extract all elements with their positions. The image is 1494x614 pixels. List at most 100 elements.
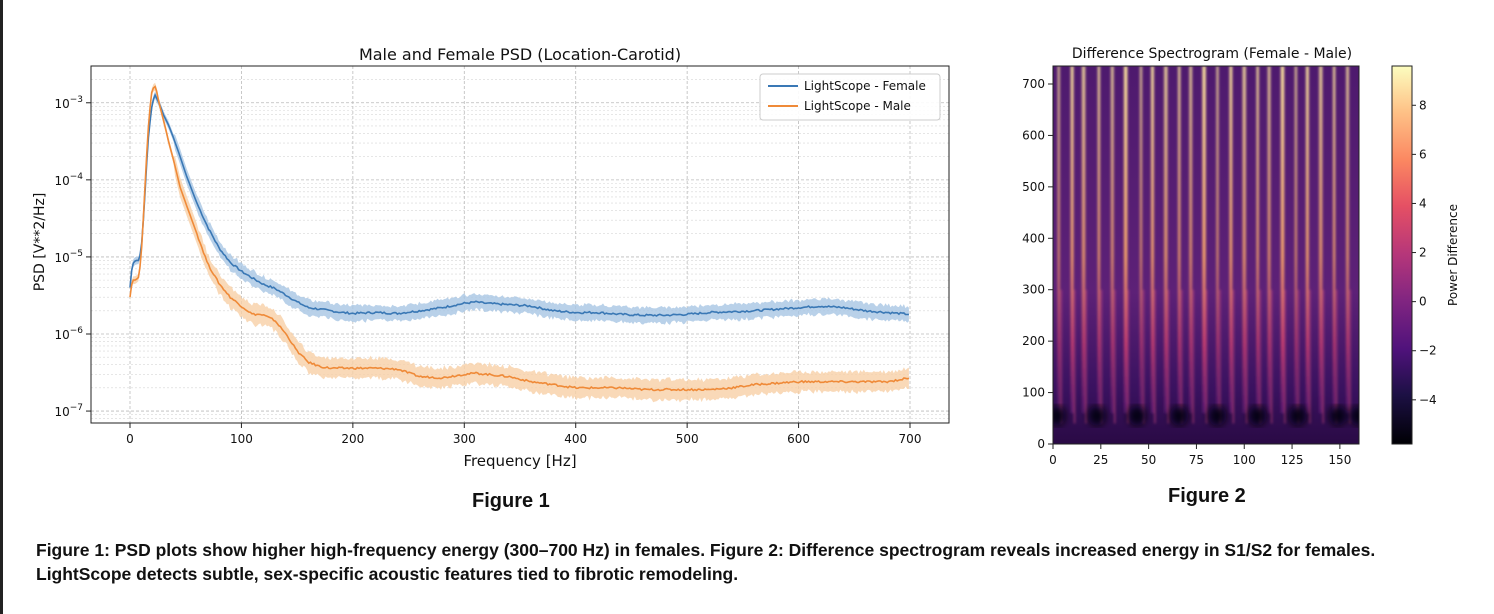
psd-axes-frame xyxy=(90,65,950,424)
figure-caption: Figure 1: PSD plots show higher high-fre… xyxy=(36,540,1376,584)
colorbar-tick-label: 6 xyxy=(1419,147,1427,161)
spectrogram-x-tick-label: 50 xyxy=(1141,453,1156,467)
spectrogram-stripe xyxy=(1319,66,1323,414)
spectrogram-substripe xyxy=(1284,289,1286,424)
spectrogram-dark-spot xyxy=(1248,405,1267,426)
spectrogram-stripe xyxy=(1178,66,1181,414)
psd-legend: LightScope - Female LightScope - Male xyxy=(759,73,941,121)
spectrogram-dark-spot xyxy=(1053,405,1066,426)
psd-y-tick-label: 10−3 xyxy=(54,95,83,111)
spectrogram-substripe xyxy=(1060,289,1063,424)
colorbar-tick-label: −2 xyxy=(1419,344,1437,358)
spectrogram-dark-spot xyxy=(1087,405,1106,426)
spectrogram-substripe xyxy=(1349,289,1351,424)
psd-line-female xyxy=(129,93,909,317)
spectrogram-substripe xyxy=(1073,289,1076,424)
psd-y-tick-label: 10−5 xyxy=(54,249,83,265)
figure-2-label: Figure 2 xyxy=(1168,485,1246,507)
figure-1-label: Figure 1 xyxy=(472,490,550,512)
psd-x-tick-label: 500 xyxy=(676,432,699,446)
spectrogram-substripe xyxy=(1297,289,1300,424)
spectrogram-x-tick-label: 100 xyxy=(1233,453,1256,467)
spectrogram-chart: Difference Spectrogram (Female - Male) 0… xyxy=(1022,46,1460,467)
spectrogram-stripe xyxy=(1110,66,1114,414)
psd-y-ticks: 10−7 10−6 10−5 10−4 10−3 xyxy=(54,95,91,419)
spectrogram-stripe xyxy=(1242,66,1246,414)
spectrogram-x-tick-label: 25 xyxy=(1093,453,1108,467)
left-border xyxy=(0,0,3,614)
spectrogram-substripe xyxy=(1167,289,1170,424)
spectrogram-substripe xyxy=(1322,289,1325,424)
psd-confidence-bands xyxy=(130,82,909,403)
colorbar-tick-label: 8 xyxy=(1419,98,1427,112)
spectrogram-stripe xyxy=(1081,66,1086,414)
psd-chart: Male and Female PSD (Location-Carotid) 0… xyxy=(32,45,950,470)
psd-y-tick-label: 10−4 xyxy=(54,172,83,188)
spectrogram-dark-spot xyxy=(1328,405,1347,426)
colorbar-ticks: −4 −2 0 2 4 6 8 xyxy=(1412,98,1437,407)
psd-band-male xyxy=(130,82,909,403)
spectrogram-y-ticks: 0 100 200 300 400 500 600 700 xyxy=(1022,77,1053,451)
spectrogram-x-tick-label: 75 xyxy=(1189,453,1204,467)
psd-x-axis-label: Frequency [Hz] xyxy=(463,452,576,470)
spectrogram-substripe xyxy=(1142,289,1145,424)
spectrogram-substripe xyxy=(1100,289,1103,424)
psd-chart-title: Male and Female PSD (Location-Carotid) xyxy=(359,45,681,64)
spectrogram-dark-spots xyxy=(1053,405,1359,426)
spectrogram-substripe xyxy=(1245,289,1248,424)
spectrogram-stripe xyxy=(1097,66,1100,414)
spectrogram-stripe xyxy=(1057,66,1060,414)
spectrogram-substripe xyxy=(1259,289,1261,424)
legend-male-label: LightScope - Male xyxy=(804,99,911,113)
spectrogram-y-tick-label: 400 xyxy=(1022,231,1045,245)
colorbar-tick-label: 4 xyxy=(1419,196,1427,210)
colorbar-tick-label: 0 xyxy=(1419,295,1427,309)
spectrogram-title: Difference Spectrogram (Female - Male) xyxy=(1072,46,1352,62)
psd-x-tick-label: 600 xyxy=(787,432,810,446)
psd-x-tick-label: 400 xyxy=(564,432,587,446)
spectrogram-substripe xyxy=(1270,289,1273,424)
spectrogram-substripe xyxy=(1085,289,1087,424)
psd-y-tick-label: 10−7 xyxy=(54,403,83,419)
colorbar-tick-label: −4 xyxy=(1419,393,1437,407)
spectrogram-stripe xyxy=(1202,66,1206,414)
psd-line-male xyxy=(129,85,910,392)
spectrogram-y-tick-label: 500 xyxy=(1022,180,1045,194)
spectrogram-dark-spot xyxy=(1170,405,1189,426)
spectrogram-substripe xyxy=(1113,289,1116,424)
psd-legend-box xyxy=(759,73,941,121)
spectrogram-stripe xyxy=(1333,66,1336,414)
psd-y-tick-label: 10−6 xyxy=(54,326,83,342)
spectrogram-stripe xyxy=(1294,66,1297,414)
legend-female-label: LightScope - Female xyxy=(804,79,926,93)
spectrogram-substripe xyxy=(1335,289,1338,424)
spectrogram-stripes xyxy=(1057,66,1351,424)
spectrogram-stripe xyxy=(1256,66,1259,414)
psd-x-tick-label: 300 xyxy=(453,432,476,446)
psd-x-tick-label: 700 xyxy=(899,432,922,446)
spectrogram-substripe xyxy=(1232,289,1235,424)
psd-band-female xyxy=(130,91,909,325)
spectrogram-stripe xyxy=(1123,66,1128,414)
spectrogram-substripe xyxy=(1309,289,1311,424)
spectrogram-substripe xyxy=(1205,289,1208,424)
spectrogram-x-tick-label: 150 xyxy=(1328,453,1351,467)
spectrogram-stripe xyxy=(1229,66,1233,414)
psd-x-tick-label: 200 xyxy=(341,432,364,446)
colorbar-tick-label: 2 xyxy=(1419,246,1427,260)
spectrogram-substripe xyxy=(1154,289,1156,424)
spectrogram-substripe xyxy=(1127,289,1129,424)
spectrogram-y-tick-label: 100 xyxy=(1022,386,1045,400)
spectrogram-dark-spot xyxy=(1128,405,1147,426)
psd-series-lines xyxy=(129,85,910,392)
psd-x-tick-label: 100 xyxy=(230,432,253,446)
spectrogram-y-tick-label: 600 xyxy=(1022,128,1045,142)
spectrogram-dark-spot xyxy=(1350,405,1359,426)
spectrogram-stripe xyxy=(1346,66,1349,414)
spectrogram-substripe xyxy=(1219,289,1221,424)
spectrogram-stripe xyxy=(1189,66,1193,414)
spectrogram-stripe xyxy=(1280,66,1285,414)
spectrogram-dark-spot xyxy=(1288,405,1307,426)
spectrogram-stripe xyxy=(1139,66,1143,414)
spectrogram-x-tick-label: 0 xyxy=(1049,453,1057,467)
